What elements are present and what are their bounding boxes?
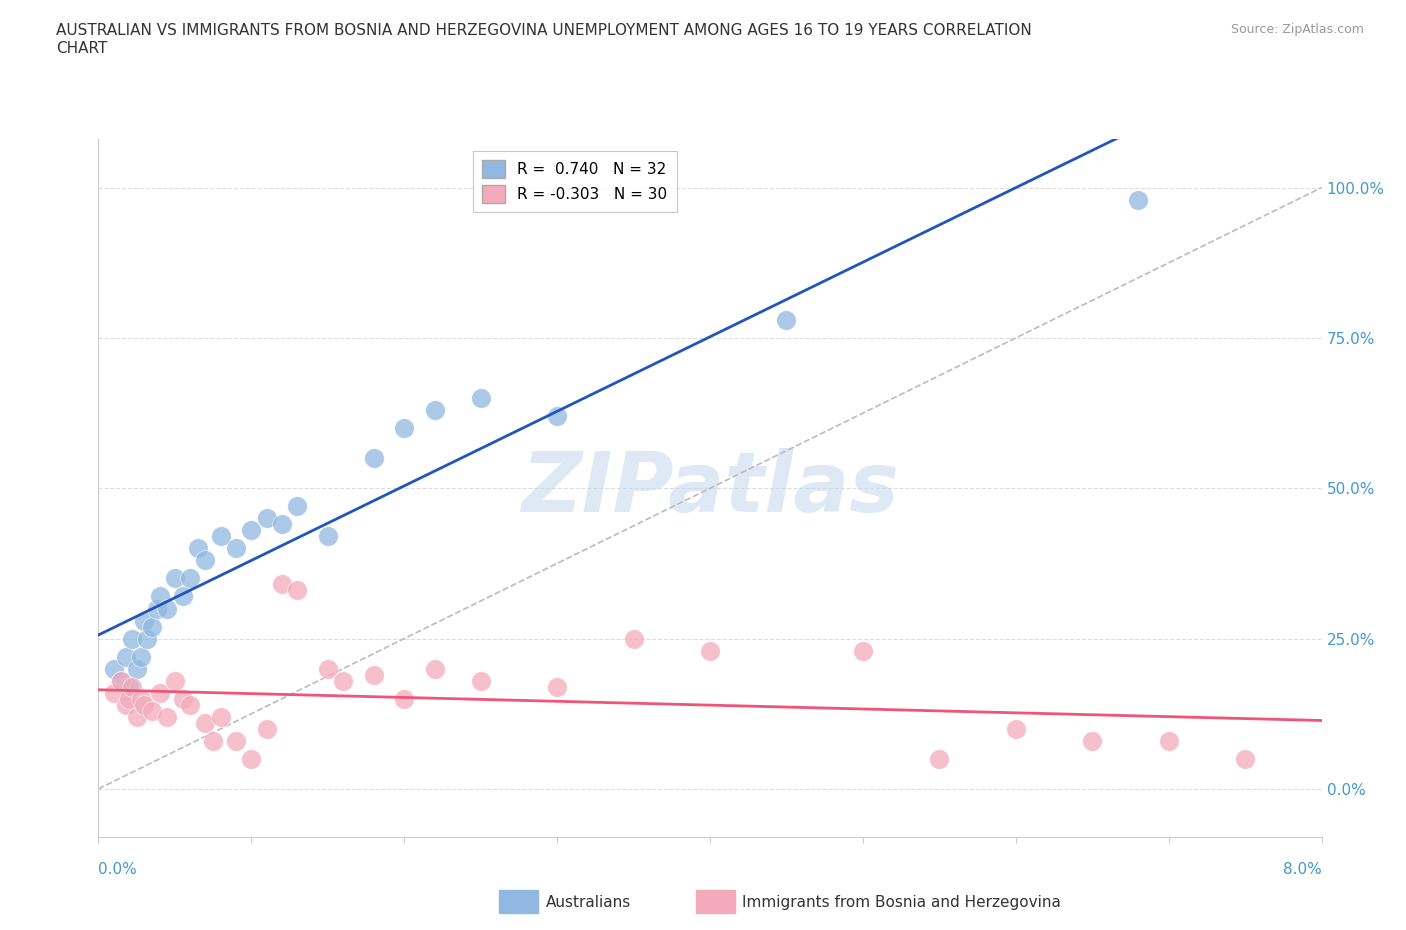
Point	[363, 667, 385, 682]
Point	[149, 685, 172, 700]
Point	[121, 679, 143, 694]
Legend: R =  0.740   N = 32, R = -0.303   N = 30: R = 0.740 N = 32, R = -0.303 N = 30	[472, 151, 676, 212]
Point	[115, 698, 138, 712]
Point	[270, 517, 294, 532]
Point	[225, 734, 247, 749]
Point	[110, 673, 132, 688]
Text: 0.0%: 0.0%	[98, 862, 138, 877]
Point	[392, 691, 416, 706]
Point	[1081, 734, 1104, 749]
Point	[256, 511, 278, 525]
Point	[546, 679, 568, 694]
Point	[103, 685, 125, 700]
Point	[240, 751, 263, 766]
Point	[136, 631, 159, 646]
Point	[163, 673, 186, 688]
Point	[316, 661, 339, 676]
Point	[125, 661, 148, 676]
Point	[1157, 734, 1180, 749]
Point	[256, 722, 278, 737]
Point	[149, 589, 172, 604]
Point	[423, 661, 446, 676]
Point	[194, 715, 217, 730]
Point	[623, 631, 645, 646]
Point	[470, 391, 492, 405]
Point	[110, 673, 132, 688]
Point	[115, 649, 138, 664]
Point	[145, 601, 167, 616]
Point	[240, 523, 263, 538]
Point	[125, 710, 148, 724]
Point	[129, 649, 152, 664]
Point	[129, 691, 152, 706]
Point	[270, 577, 294, 591]
Point	[470, 673, 492, 688]
Point	[699, 644, 721, 658]
Point	[156, 710, 179, 724]
Point	[187, 541, 209, 556]
Point	[103, 661, 125, 676]
Text: Australians: Australians	[546, 895, 631, 910]
Text: ZIPatlas: ZIPatlas	[522, 447, 898, 529]
Point	[1128, 193, 1150, 207]
Point	[156, 601, 179, 616]
Point	[285, 498, 308, 513]
Point	[928, 751, 950, 766]
Point	[546, 408, 568, 423]
Point	[209, 710, 232, 724]
Point	[163, 571, 186, 586]
Point	[285, 583, 308, 598]
Point	[202, 734, 225, 749]
Point	[423, 403, 446, 418]
Text: Immigrants from Bosnia and Herzegovina: Immigrants from Bosnia and Herzegovina	[742, 895, 1062, 910]
Text: AUSTRALIAN VS IMMIGRANTS FROM BOSNIA AND HERZEGOVINA UNEMPLOYMENT AMONG AGES 16 : AUSTRALIAN VS IMMIGRANTS FROM BOSNIA AND…	[56, 23, 1032, 56]
Point	[134, 613, 156, 628]
Point	[209, 529, 232, 544]
Point	[775, 312, 797, 327]
Text: Source: ZipAtlas.com: Source: ZipAtlas.com	[1230, 23, 1364, 36]
Point	[172, 589, 194, 604]
Point	[316, 529, 339, 544]
Point	[172, 691, 194, 706]
Point	[225, 541, 247, 556]
Point	[141, 619, 163, 634]
Text: 8.0%: 8.0%	[1282, 862, 1322, 877]
Point	[332, 673, 354, 688]
Point	[392, 420, 416, 435]
Point	[118, 691, 141, 706]
Point	[121, 631, 143, 646]
Point	[141, 703, 163, 718]
Point	[179, 571, 201, 586]
Point	[852, 644, 875, 658]
Point	[363, 451, 385, 466]
Point	[1004, 722, 1026, 737]
Point	[194, 553, 217, 568]
Point	[1234, 751, 1257, 766]
Point	[179, 698, 201, 712]
Point	[118, 679, 141, 694]
Point	[134, 698, 156, 712]
